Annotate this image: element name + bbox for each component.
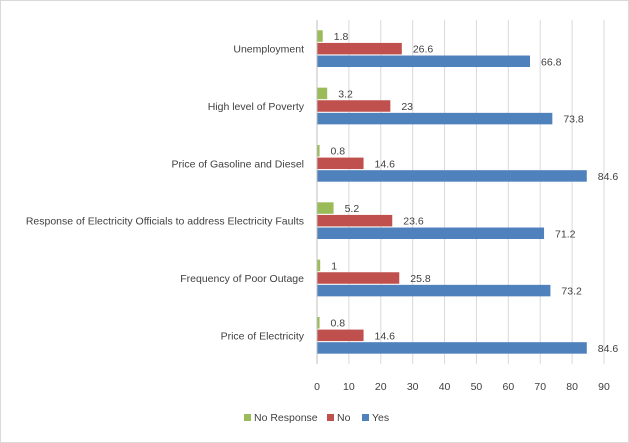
data-label: 0.8 bbox=[331, 146, 346, 158]
data-label: 14.6 bbox=[375, 330, 396, 342]
data-label: 1.8 bbox=[334, 31, 349, 43]
x-tick-label: 50 bbox=[471, 381, 483, 393]
bar-no-response bbox=[317, 202, 334, 214]
data-label: 73.2 bbox=[561, 286, 582, 298]
bar-yes bbox=[317, 284, 551, 297]
category-label: Response of Electricity Officials to add… bbox=[26, 216, 304, 228]
x-tick-label: 70 bbox=[534, 381, 546, 393]
x-tick-label: 40 bbox=[439, 381, 451, 393]
bar-no-response bbox=[317, 316, 320, 329]
data-label: 71.2 bbox=[555, 228, 576, 240]
bar-no-response bbox=[317, 259, 321, 272]
x-tick-label: 30 bbox=[407, 381, 419, 393]
data-label: 66.8 bbox=[541, 56, 562, 68]
x-tick-label: 10 bbox=[343, 381, 355, 393]
x-tick-label: 90 bbox=[598, 381, 610, 393]
x-tick-label: 20 bbox=[375, 381, 387, 393]
bar-no bbox=[317, 42, 402, 55]
legend-label: No Response bbox=[254, 412, 318, 424]
data-label: 3.2 bbox=[338, 88, 353, 100]
bars: 1.8 26.6 66.8 3.2 23 73.8 0.8 14.6 84.6 5.2 23.6 71… bbox=[317, 30, 618, 355]
bar-no bbox=[317, 157, 364, 170]
data-label: 0.8 bbox=[331, 318, 346, 330]
bar-yes bbox=[317, 227, 545, 240]
bar-no bbox=[317, 272, 400, 284]
data-label: 14.6 bbox=[375, 158, 396, 170]
x-tick-label: 80 bbox=[566, 381, 578, 393]
legend-swatch bbox=[327, 414, 334, 421]
data-label: 26.6 bbox=[413, 44, 434, 56]
legend: No Response No Yes bbox=[244, 412, 389, 424]
x-tick-label: 0 bbox=[314, 381, 320, 393]
category-label: Price of Gasoline and Diesel bbox=[172, 158, 305, 170]
bar-yes bbox=[317, 112, 553, 125]
legend-label: Yes bbox=[372, 412, 389, 424]
bar-no bbox=[317, 329, 364, 342]
x-tick-label: 60 bbox=[502, 381, 514, 393]
data-label: 25.8 bbox=[410, 273, 431, 285]
category-label: Price of Electricity bbox=[221, 330, 305, 342]
bar-no-response bbox=[317, 87, 328, 100]
bar-no-response bbox=[317, 30, 323, 42]
legend-swatch bbox=[244, 414, 251, 421]
data-label: 23.6 bbox=[403, 216, 424, 228]
category-label: Frequency of Poor Outage bbox=[180, 273, 304, 285]
bar-no bbox=[317, 214, 393, 227]
bar-no bbox=[317, 100, 391, 112]
value-axis: 0 10 20 30 40 50 60 70 80 90 bbox=[314, 20, 610, 393]
category-labels: Unemployment High level of Poverty Price o… bbox=[26, 44, 305, 343]
bar-yes bbox=[317, 170, 587, 182]
bar-no-response bbox=[317, 144, 320, 157]
data-label: 84.6 bbox=[598, 343, 619, 355]
category-label: Unemployment bbox=[233, 44, 304, 56]
category-label: High level of Poverty bbox=[208, 101, 305, 113]
bar-yes bbox=[317, 55, 531, 68]
bar-yes bbox=[317, 342, 587, 354]
data-label: 73.8 bbox=[563, 114, 584, 126]
legend-label: No bbox=[337, 412, 351, 424]
data-label: 5.2 bbox=[345, 203, 360, 215]
data-label: 1 bbox=[331, 260, 337, 272]
data-label: 23 bbox=[401, 101, 413, 113]
data-label: 84.6 bbox=[598, 171, 619, 183]
legend-swatch bbox=[362, 414, 369, 421]
